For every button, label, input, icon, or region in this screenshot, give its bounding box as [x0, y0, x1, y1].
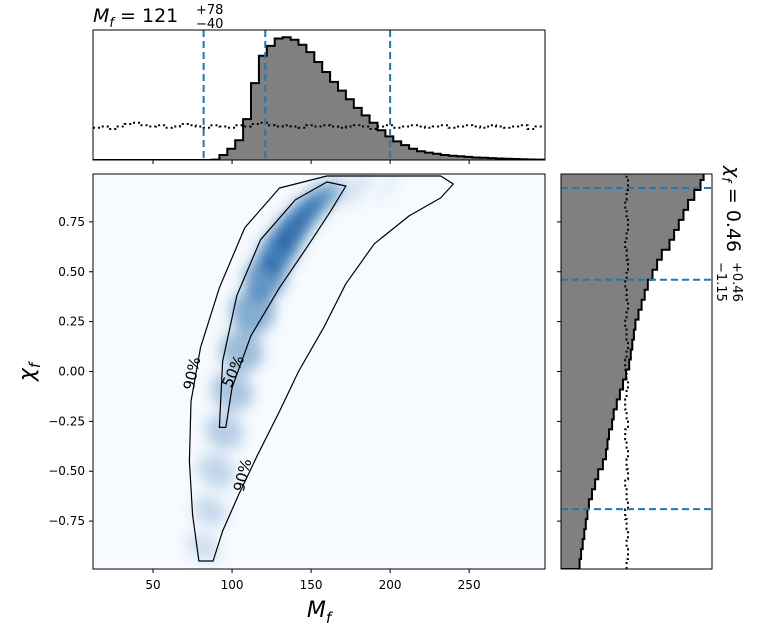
chi-posterior-fill: [561, 174, 704, 569]
y-tick-label-6: 0.75: [58, 215, 85, 229]
mf-title-upper: +78: [196, 3, 223, 18]
density-map: [186, 174, 454, 562]
density-blob-0: [186, 532, 221, 562]
mf-histogram-frame: [92, 29, 546, 161]
x-tick-label-4: 250: [458, 578, 481, 592]
y-tick-label-0: −0.75: [48, 514, 85, 528]
main-axes: 50 100 150 200 250 −0.75 −0.50 −0.25 0.00 0.25 0.5…: [48, 215, 480, 592]
chi-title: χf = 0.46 +0.46 −1.15: [713, 165, 744, 302]
y-tick-label-3: 0.00: [58, 365, 85, 379]
chi-histogram: [561, 174, 712, 569]
mf-histogram-ticks: [152, 160, 470, 164]
svg-text:χf: χf: [15, 360, 44, 382]
density-background: [93, 174, 545, 569]
x-tick-label-2: 150: [300, 578, 323, 592]
x-tick-label-0: 50: [145, 578, 160, 592]
mf-prior: [93, 121, 544, 130]
chi-title-upper: +0.46: [729, 262, 744, 302]
x-tick-label-1: 100: [221, 578, 244, 592]
contour-50: [218, 181, 347, 428]
chi-posterior-outline: [561, 174, 705, 569]
density-blob-2: [197, 454, 236, 489]
mf-title-lower: −40: [196, 17, 223, 32]
mf-title: Mf = 121: [93, 5, 178, 31]
mf-histogram: [93, 30, 545, 160]
y-tick-label-1: −0.50: [48, 464, 85, 478]
y-axis-label: χf: [15, 360, 44, 382]
chi-prior: [624, 174, 629, 569]
svg-text:χf = 0.46: χf = 0.46: [718, 165, 744, 252]
x-axis-label: Mf: [307, 598, 334, 627]
density-blob-6: [230, 289, 275, 334]
density-blob-14: [375, 174, 405, 204]
chi-title-lower: −1.15: [713, 262, 728, 302]
x-tick-label-3: 200: [379, 578, 402, 592]
chi-histogram-ticks: [557, 221, 561, 522]
mf-posterior-fill: [93, 37, 544, 160]
density-blob-1: [192, 495, 227, 527]
y-tick-label-5: 0.50: [58, 265, 85, 279]
density-blob-3: [204, 413, 244, 450]
contour-90: [188, 175, 454, 562]
y-tick-label-2: −0.25: [48, 414, 85, 428]
density-blob-5: [219, 330, 264, 373]
y-tick-label-4: 0.25: [58, 315, 85, 329]
